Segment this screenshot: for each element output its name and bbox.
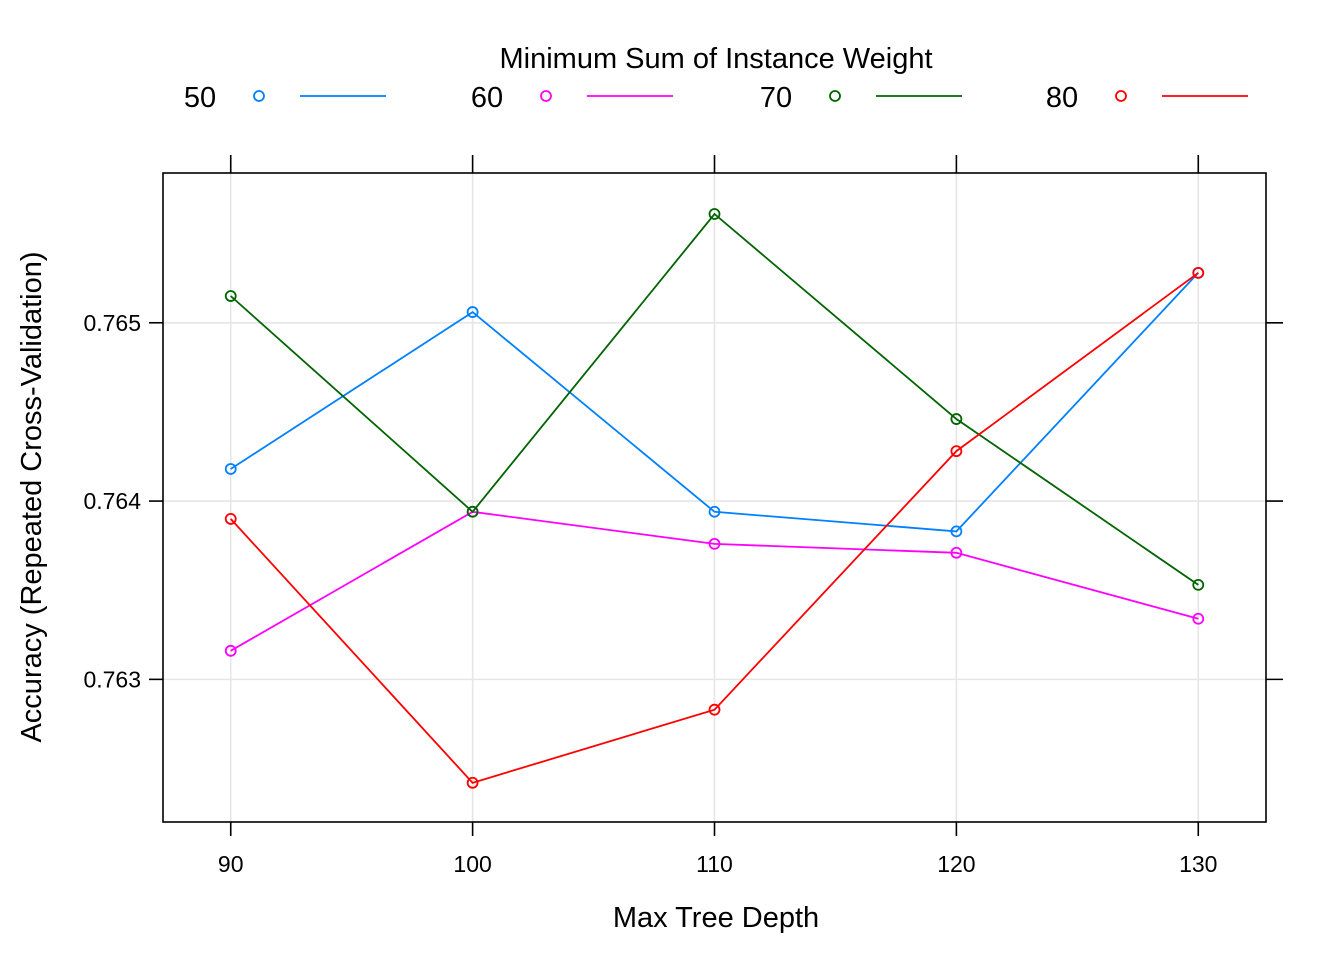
- legend-marker: [253, 90, 265, 102]
- legend-label: 60: [471, 82, 503, 114]
- axis-ticks: 90 100 110 120 130 0.763 0.764 0.765: [83, 155, 1283, 877]
- series-line-80: [230, 272, 1199, 784]
- data-point: [1192, 266, 1205, 279]
- data-point: [950, 525, 963, 538]
- data-point: [708, 703, 721, 716]
- data-point: [1192, 612, 1205, 625]
- x-axis-title: Max Tree Depth: [613, 902, 819, 934]
- data-point: [224, 463, 237, 475]
- legend-entry-80: 80: [1046, 82, 1248, 114]
- grid: [163, 173, 1266, 822]
- data-point: [950, 413, 963, 425]
- x-tick-label: 90: [218, 851, 244, 877]
- data-point: [950, 445, 963, 458]
- legend-title: Minimum Sum of Instance Weight: [499, 43, 932, 75]
- legend-entry-50: 50: [184, 82, 386, 114]
- x-tick-label: 100: [453, 851, 491, 877]
- legend-marker: [829, 90, 841, 102]
- data-point: [708, 208, 721, 220]
- series-70: [224, 208, 1205, 591]
- legend-marker: [1115, 90, 1127, 102]
- legend-label: 80: [1046, 82, 1078, 114]
- y-axis-title: Accuracy (Repeated Cross-Validation): [16, 251, 48, 742]
- data-point: [466, 776, 479, 789]
- data-point: [708, 537, 721, 550]
- series-line-50: [230, 272, 1199, 533]
- legend-entry-70: 70: [760, 82, 962, 114]
- legend-entry-60: 60: [471, 82, 673, 114]
- x-tick-label: 130: [1179, 851, 1217, 877]
- series-line-60: [230, 510, 1199, 652]
- series-line-70: [230, 212, 1199, 586]
- data-point: [1192, 578, 1205, 591]
- legend-marker: [540, 90, 552, 102]
- x-tick-label: 110: [696, 851, 733, 877]
- data-point: [224, 512, 237, 525]
- legend: Minimum Sum of Instance Weight 50 60 70 80: [184, 43, 1248, 114]
- data-point: [224, 290, 237, 302]
- y-tick-label: 0.763: [83, 666, 141, 692]
- data-point: [466, 306, 479, 318]
- x-tick-label: 120: [937, 851, 975, 877]
- data-point: [466, 505, 479, 518]
- y-tick-label: 0.764: [83, 488, 141, 514]
- series-group: [224, 208, 1205, 789]
- y-tick-label: 0.765: [83, 310, 141, 336]
- data-point: [708, 505, 721, 518]
- legend-label: 50: [184, 82, 216, 114]
- data-point: [950, 546, 963, 559]
- data-point: [224, 644, 237, 657]
- series-80: [224, 266, 1205, 789]
- legend-label: 70: [760, 82, 792, 114]
